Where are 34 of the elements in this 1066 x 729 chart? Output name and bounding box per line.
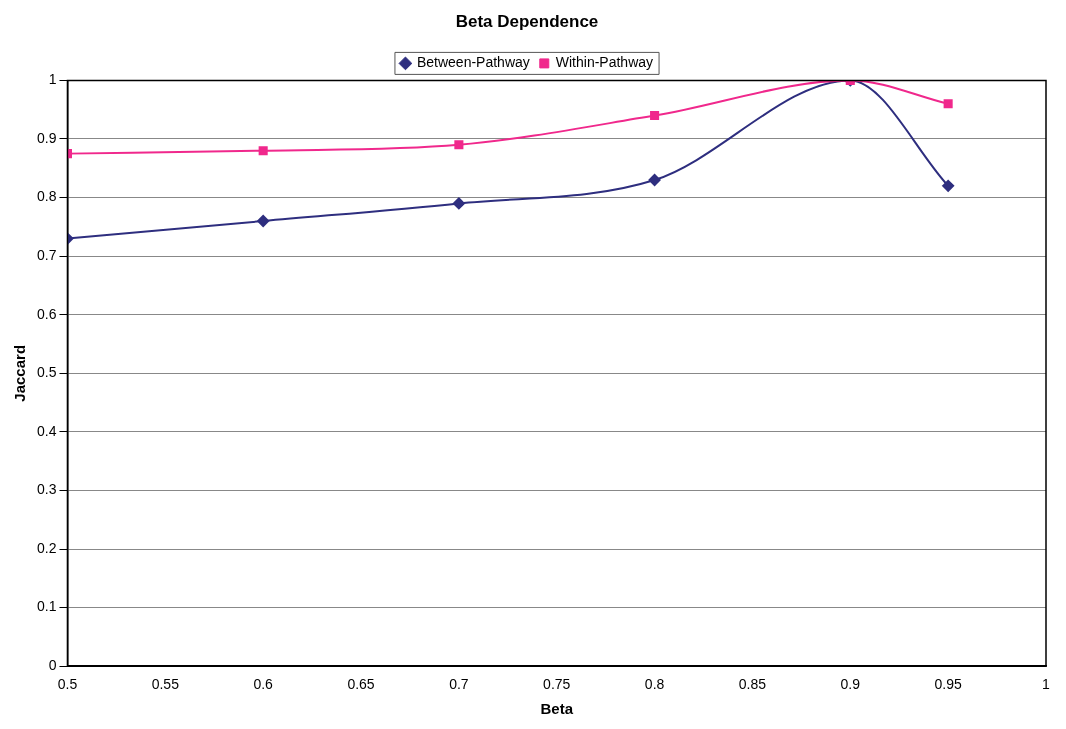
x-tick-label: 0.6 [253, 676, 274, 693]
point [452, 197, 465, 210]
chart-title: Beta Dependence [455, 11, 599, 31]
x-tick-label: 0.75 [543, 676, 571, 693]
y-tick-label: 0.3 [36, 481, 57, 498]
y-axis-title: Jaccard [11, 344, 29, 402]
x-tick-label: 0.95 [934, 676, 962, 693]
x-tick-label: 0.8 [644, 676, 665, 693]
legend-label: Within-Pathway [555, 54, 654, 71]
point [454, 140, 464, 150]
point [942, 179, 955, 192]
point [943, 99, 953, 109]
point [650, 111, 660, 121]
point [648, 173, 661, 186]
x-tick-label: 1 [1042, 676, 1051, 693]
y-tick-label: 0.4 [36, 422, 57, 439]
y-tick-label: 0.7 [36, 247, 57, 263]
x-tick-label: 0.9 [840, 676, 861, 693]
y-tick-label: 0 [48, 657, 57, 674]
x-tick-label: 0.7 [449, 676, 469, 693]
legend-label: Between-Pathway [416, 54, 530, 71]
y-tick-label: 0.6 [36, 305, 57, 322]
x-axis-title: Beta [540, 700, 574, 718]
point [257, 214, 270, 227]
y-tick-label: 0.9 [36, 129, 57, 146]
y-tick-label: 0.5 [36, 364, 57, 381]
y-tick-label: 0.1 [36, 598, 57, 615]
point [258, 146, 268, 156]
x-tick-label: 0.85 [738, 676, 767, 693]
y-tick-label: 1 [48, 71, 57, 88]
x-tick-label: 0.65 [347, 676, 375, 693]
y-tick-label: 0.8 [36, 188, 57, 205]
x-tick-label: 0.55 [151, 676, 180, 693]
y-tick-label: 0.2 [36, 539, 57, 556]
